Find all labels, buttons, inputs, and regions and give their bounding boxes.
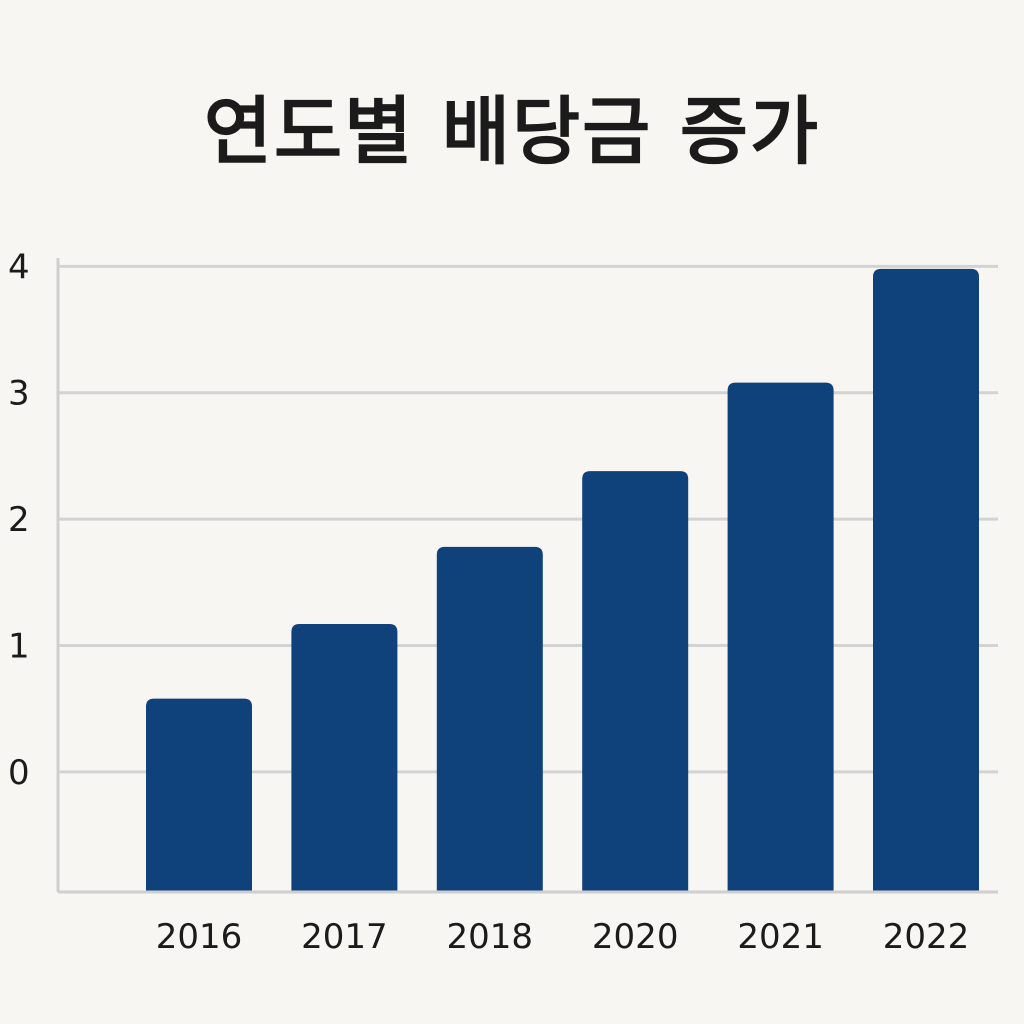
bars [146, 268, 979, 892]
y-tick-label: 1 [8, 627, 30, 667]
bar-2020 [582, 471, 689, 892]
bar-2018 [436, 546, 543, 892]
x-category-label: 2016 [156, 917, 243, 957]
y-tick-label: 4 [8, 247, 30, 287]
axes [56, 258, 998, 894]
x-category-label: 2021 [737, 917, 824, 957]
bar-2021 [727, 382, 834, 892]
bar-2017 [291, 624, 398, 892]
y-tick-label: 2 [8, 500, 30, 540]
x-axis-category-labels: 2016 2017 2018 2020 2021 2022 [156, 917, 970, 957]
y-tick-label: 3 [8, 374, 30, 414]
x-category-label: 2017 [301, 917, 388, 957]
bar-2022 [873, 268, 979, 892]
bar-2016 [146, 698, 252, 892]
y-axis-tick-labels: 0 1 2 3 4 [8, 247, 30, 793]
x-category-label: 2022 [883, 917, 970, 957]
x-category-label: 2020 [592, 917, 679, 957]
chart-title: 연도별 배당금 증가 [203, 89, 821, 175]
x-category-label: 2018 [447, 917, 534, 957]
y-tick-label: 0 [8, 753, 30, 793]
